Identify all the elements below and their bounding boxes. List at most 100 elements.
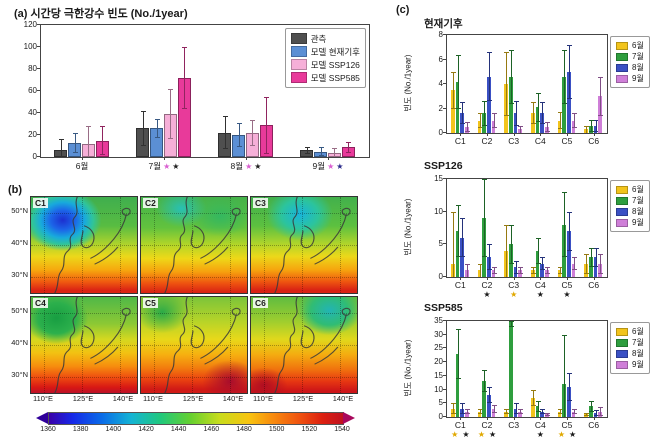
error-bar xyxy=(457,205,459,258)
error-bar xyxy=(532,267,534,274)
error-cap xyxy=(535,237,541,239)
error-cap xyxy=(450,413,456,415)
error-cap xyxy=(566,399,572,401)
x-tick-label-text: C1 xyxy=(454,420,466,430)
y-tick-mark xyxy=(443,34,447,35)
error-bar xyxy=(537,237,539,264)
error-cap xyxy=(571,413,577,415)
graticule-line xyxy=(153,197,155,293)
error-bar xyxy=(493,113,495,129)
error-cap xyxy=(482,179,488,180)
error-cap xyxy=(318,154,324,156)
bar xyxy=(513,267,518,277)
colorbar-tick-label: 1500 xyxy=(268,426,285,433)
error-cap xyxy=(491,113,497,115)
x-tick-label-text: 9월 xyxy=(312,161,326,171)
colorbar-tick-label: 1400 xyxy=(105,426,122,433)
error-bar xyxy=(537,400,539,412)
error-bar xyxy=(506,408,508,415)
x-tick-label-text: 7월 xyxy=(148,161,162,171)
lat-tick-label: 40°N xyxy=(11,338,28,347)
error-cap xyxy=(450,403,456,405)
colorbar-tick-label: 1360 xyxy=(40,426,56,433)
lon-tick-label: 140°E xyxy=(222,394,244,403)
legend-label: 8월 xyxy=(632,349,644,358)
error-bar xyxy=(457,54,459,109)
error-cap xyxy=(450,211,456,213)
chart-title-ssp126: SSP126 xyxy=(424,160,463,172)
error-bar xyxy=(564,192,566,258)
error-cap xyxy=(140,110,146,112)
bar xyxy=(491,408,496,417)
graticule-line xyxy=(31,245,137,246)
y-tick-mark xyxy=(37,24,41,25)
error-cap xyxy=(222,116,228,118)
chart-current-climate-plot: 0 2 4 6 8 C1 C2 C3 C4 C5 C6 xyxy=(439,30,608,146)
error-cap xyxy=(518,272,524,274)
x-tick-mark xyxy=(487,277,488,280)
x-tick-label: 8월 ★ ★ xyxy=(205,160,287,172)
y-axis-label: 빈도 (No./1year) xyxy=(403,339,413,397)
error-bar xyxy=(542,408,544,415)
error-bar xyxy=(466,408,468,415)
error-cap xyxy=(168,88,174,90)
error-bar xyxy=(546,121,548,132)
error-cap xyxy=(482,256,488,258)
error-cap xyxy=(540,408,546,410)
y-tick-mark xyxy=(443,416,447,417)
y-tick-mark xyxy=(37,112,41,113)
error-cap xyxy=(460,413,466,415)
x-tick-label: C4 xyxy=(527,280,554,290)
bar xyxy=(557,270,562,277)
error-cap xyxy=(544,130,550,132)
x-tick-label-text: C3 xyxy=(508,136,520,146)
legend-swatch xyxy=(290,33,307,44)
bar xyxy=(509,321,513,417)
error-cap xyxy=(584,412,590,414)
bar xyxy=(477,120,482,133)
bar xyxy=(491,120,496,133)
error-cap xyxy=(513,403,519,405)
error-cap xyxy=(477,413,483,415)
error-cap xyxy=(236,122,242,124)
legend-swatch xyxy=(616,349,628,358)
error-bar xyxy=(493,267,495,274)
error-cap xyxy=(584,272,590,274)
error-bar xyxy=(515,260,517,274)
error-cap xyxy=(455,205,461,207)
error-bar xyxy=(462,218,464,258)
error-bar xyxy=(506,52,508,116)
y-tick-mark xyxy=(37,156,41,157)
error-bar xyxy=(306,147,308,154)
legend-swatch xyxy=(616,52,628,61)
legend-label: 관측 xyxy=(310,33,327,44)
legend-item: 8월 xyxy=(616,206,644,217)
x-tick-label: C6 xyxy=(580,136,607,146)
error-cap xyxy=(544,414,550,416)
legend-item: 6월 xyxy=(616,184,644,195)
y-tick-mark xyxy=(443,178,447,179)
significance-star: ★ xyxy=(327,162,335,171)
error-cap xyxy=(460,403,466,405)
y-tick-label: 0 xyxy=(32,152,37,161)
y-tick-label: 6 xyxy=(438,54,443,64)
error-cap xyxy=(557,408,563,410)
graticule-line xyxy=(31,376,137,378)
bar xyxy=(531,270,535,277)
bar xyxy=(513,113,518,133)
colorbar-tick-label: 1460 xyxy=(203,426,220,433)
error-cap xyxy=(486,386,492,388)
graticule-line xyxy=(251,376,357,378)
error-bar xyxy=(573,408,575,415)
significance-stars: ★ ★ xyxy=(474,430,501,439)
error-cap xyxy=(598,76,604,78)
legend-swatch xyxy=(616,74,628,83)
error-cap xyxy=(540,257,546,259)
y-tick-label: 4 xyxy=(438,79,443,88)
lon-tick-label: 110°E xyxy=(253,394,273,403)
y-tick-mark xyxy=(443,210,447,212)
error-bar xyxy=(452,403,454,415)
legend-label: 7월 xyxy=(632,52,644,61)
y-tick-label: 5 xyxy=(438,239,443,249)
bar xyxy=(593,257,598,277)
